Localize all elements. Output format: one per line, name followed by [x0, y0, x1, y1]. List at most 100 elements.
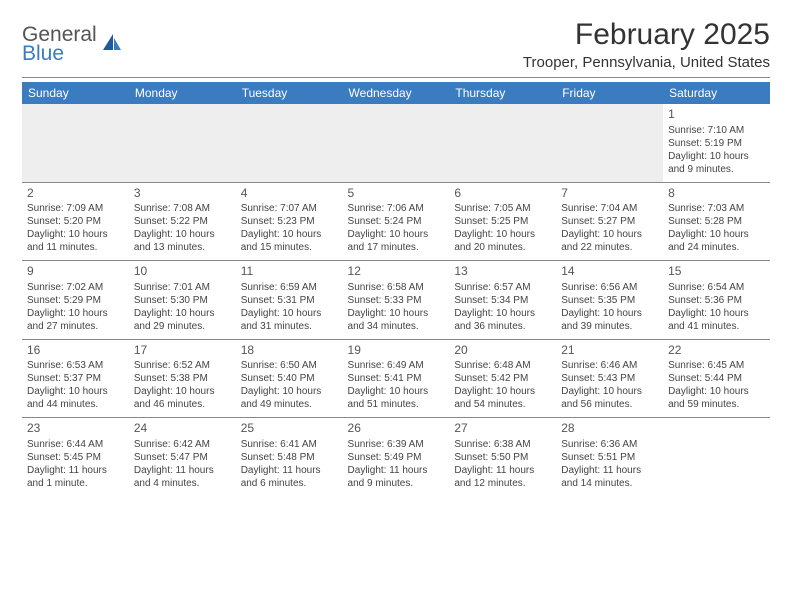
- day-ss: Sunset: 5:47 PM: [134, 451, 231, 464]
- day-number: 20: [454, 343, 551, 359]
- day-sr: Sunrise: 6:39 AM: [348, 438, 445, 451]
- day-dl1: Daylight: 10 hours: [454, 228, 551, 241]
- calendar-week: 23Sunrise: 6:44 AMSunset: 5:45 PMDayligh…: [22, 418, 770, 496]
- day-ss: Sunset: 5:29 PM: [27, 294, 124, 307]
- day-dl2: and 4 minutes.: [134, 477, 231, 490]
- calendar-cell: 16Sunrise: 6:53 AMSunset: 5:37 PMDayligh…: [22, 339, 129, 418]
- calendar-cell: 24Sunrise: 6:42 AMSunset: 5:47 PMDayligh…: [129, 418, 236, 496]
- day-dl2: and 31 minutes.: [241, 320, 338, 333]
- day-info: Sunrise: 6:57 AMSunset: 5:34 PMDaylight:…: [454, 281, 551, 333]
- day-dl1: Daylight: 10 hours: [561, 307, 658, 320]
- day-ss: Sunset: 5:25 PM: [454, 215, 551, 228]
- calendar-body: 1Sunrise: 7:10 AMSunset: 5:19 PMDaylight…: [22, 104, 770, 496]
- col-sunday: Sunday: [22, 82, 129, 104]
- calendar-cell: 3Sunrise: 7:08 AMSunset: 5:22 PMDaylight…: [129, 182, 236, 261]
- day-dl2: and 15 minutes.: [241, 241, 338, 254]
- day-dl1: Daylight: 11 hours: [348, 464, 445, 477]
- day-dl2: and 49 minutes.: [241, 398, 338, 411]
- day-number: 8: [668, 186, 765, 202]
- day-number: 17: [134, 343, 231, 359]
- day-dl1: Daylight: 10 hours: [241, 385, 338, 398]
- calendar-cell: 12Sunrise: 6:58 AMSunset: 5:33 PMDayligh…: [343, 261, 450, 340]
- day-dl2: and 14 minutes.: [561, 477, 658, 490]
- day-dl1: Daylight: 10 hours: [348, 385, 445, 398]
- day-number: 5: [348, 186, 445, 202]
- day-info: Sunrise: 7:10 AMSunset: 5:19 PMDaylight:…: [668, 124, 765, 176]
- day-number: 28: [561, 421, 658, 437]
- day-dl2: and 27 minutes.: [27, 320, 124, 333]
- day-number: 22: [668, 343, 765, 359]
- day-number: 23: [27, 421, 124, 437]
- calendar-cell: 18Sunrise: 6:50 AMSunset: 5:40 PMDayligh…: [236, 339, 343, 418]
- calendar-cell: 15Sunrise: 6:54 AMSunset: 5:36 PMDayligh…: [663, 261, 770, 340]
- day-dl2: and 1 minute.: [27, 477, 124, 490]
- day-ss: Sunset: 5:31 PM: [241, 294, 338, 307]
- day-dl1: Daylight: 11 hours: [561, 464, 658, 477]
- day-sr: Sunrise: 7:05 AM: [454, 202, 551, 215]
- day-sr: Sunrise: 6:46 AM: [561, 359, 658, 372]
- day-sr: Sunrise: 7:09 AM: [27, 202, 124, 215]
- day-ss: Sunset: 5:37 PM: [27, 372, 124, 385]
- calendar-cell: [449, 104, 556, 182]
- day-sr: Sunrise: 6:38 AM: [454, 438, 551, 451]
- day-ss: Sunset: 5:20 PM: [27, 215, 124, 228]
- day-sr: Sunrise: 6:52 AM: [134, 359, 231, 372]
- day-sr: Sunrise: 6:53 AM: [27, 359, 124, 372]
- location-text: Trooper, Pennsylvania, United States: [523, 54, 770, 71]
- calendar-cell: 7Sunrise: 7:04 AMSunset: 5:27 PMDaylight…: [556, 182, 663, 261]
- day-info: Sunrise: 6:48 AMSunset: 5:42 PMDaylight:…: [454, 359, 551, 411]
- day-dl1: Daylight: 10 hours: [134, 385, 231, 398]
- day-info: Sunrise: 6:38 AMSunset: 5:50 PMDaylight:…: [454, 438, 551, 490]
- logo: General Blue: [22, 24, 123, 64]
- day-ss: Sunset: 5:49 PM: [348, 451, 445, 464]
- day-number: 10: [134, 264, 231, 280]
- day-dl1: Daylight: 11 hours: [454, 464, 551, 477]
- day-number: 12: [348, 264, 445, 280]
- day-sr: Sunrise: 6:59 AM: [241, 281, 338, 294]
- col-wednesday: Wednesday: [343, 82, 450, 104]
- day-sr: Sunrise: 7:01 AM: [134, 281, 231, 294]
- day-number: 3: [134, 186, 231, 202]
- calendar-cell: [556, 104, 663, 182]
- col-monday: Monday: [129, 82, 236, 104]
- calendar-week: 2Sunrise: 7:09 AMSunset: 5:20 PMDaylight…: [22, 182, 770, 261]
- calendar-page: General Blue February 2025 Trooper, Penn…: [0, 0, 792, 514]
- day-info: Sunrise: 6:44 AMSunset: 5:45 PMDaylight:…: [27, 438, 124, 490]
- title-block: February 2025 Trooper, Pennsylvania, Uni…: [523, 18, 770, 71]
- logo-word-2: Blue: [22, 43, 97, 64]
- day-dl1: Daylight: 10 hours: [134, 307, 231, 320]
- day-dl2: and 36 minutes.: [454, 320, 551, 333]
- day-dl2: and 9 minutes.: [668, 163, 765, 176]
- calendar-cell: 13Sunrise: 6:57 AMSunset: 5:34 PMDayligh…: [449, 261, 556, 340]
- sail-icon: [101, 32, 123, 59]
- calendar-cell: 17Sunrise: 6:52 AMSunset: 5:38 PMDayligh…: [129, 339, 236, 418]
- day-number: 4: [241, 186, 338, 202]
- day-number: 19: [348, 343, 445, 359]
- day-sr: Sunrise: 7:10 AM: [668, 124, 765, 137]
- calendar-cell: [663, 418, 770, 496]
- day-dl2: and 29 minutes.: [134, 320, 231, 333]
- calendar-week: 1Sunrise: 7:10 AMSunset: 5:19 PMDaylight…: [22, 104, 770, 182]
- day-dl2: and 51 minutes.: [348, 398, 445, 411]
- day-dl2: and 12 minutes.: [454, 477, 551, 490]
- day-info: Sunrise: 7:08 AMSunset: 5:22 PMDaylight:…: [134, 202, 231, 254]
- day-dl1: Daylight: 10 hours: [27, 307, 124, 320]
- day-sr: Sunrise: 7:08 AM: [134, 202, 231, 215]
- day-dl2: and 24 minutes.: [668, 241, 765, 254]
- day-ss: Sunset: 5:30 PM: [134, 294, 231, 307]
- calendar-cell: 14Sunrise: 6:56 AMSunset: 5:35 PMDayligh…: [556, 261, 663, 340]
- day-dl2: and 41 minutes.: [668, 320, 765, 333]
- day-number: 13: [454, 264, 551, 280]
- calendar-week: 9Sunrise: 7:02 AMSunset: 5:29 PMDaylight…: [22, 261, 770, 340]
- day-ss: Sunset: 5:28 PM: [668, 215, 765, 228]
- calendar-cell: 1Sunrise: 7:10 AMSunset: 5:19 PMDaylight…: [663, 104, 770, 182]
- day-dl1: Daylight: 10 hours: [348, 307, 445, 320]
- day-ss: Sunset: 5:44 PM: [668, 372, 765, 385]
- day-ss: Sunset: 5:48 PM: [241, 451, 338, 464]
- day-sr: Sunrise: 6:45 AM: [668, 359, 765, 372]
- day-number: 14: [561, 264, 658, 280]
- calendar-cell: [22, 104, 129, 182]
- day-sr: Sunrise: 6:54 AM: [668, 281, 765, 294]
- calendar-cell: 26Sunrise: 6:39 AMSunset: 5:49 PMDayligh…: [343, 418, 450, 496]
- day-dl2: and 13 minutes.: [134, 241, 231, 254]
